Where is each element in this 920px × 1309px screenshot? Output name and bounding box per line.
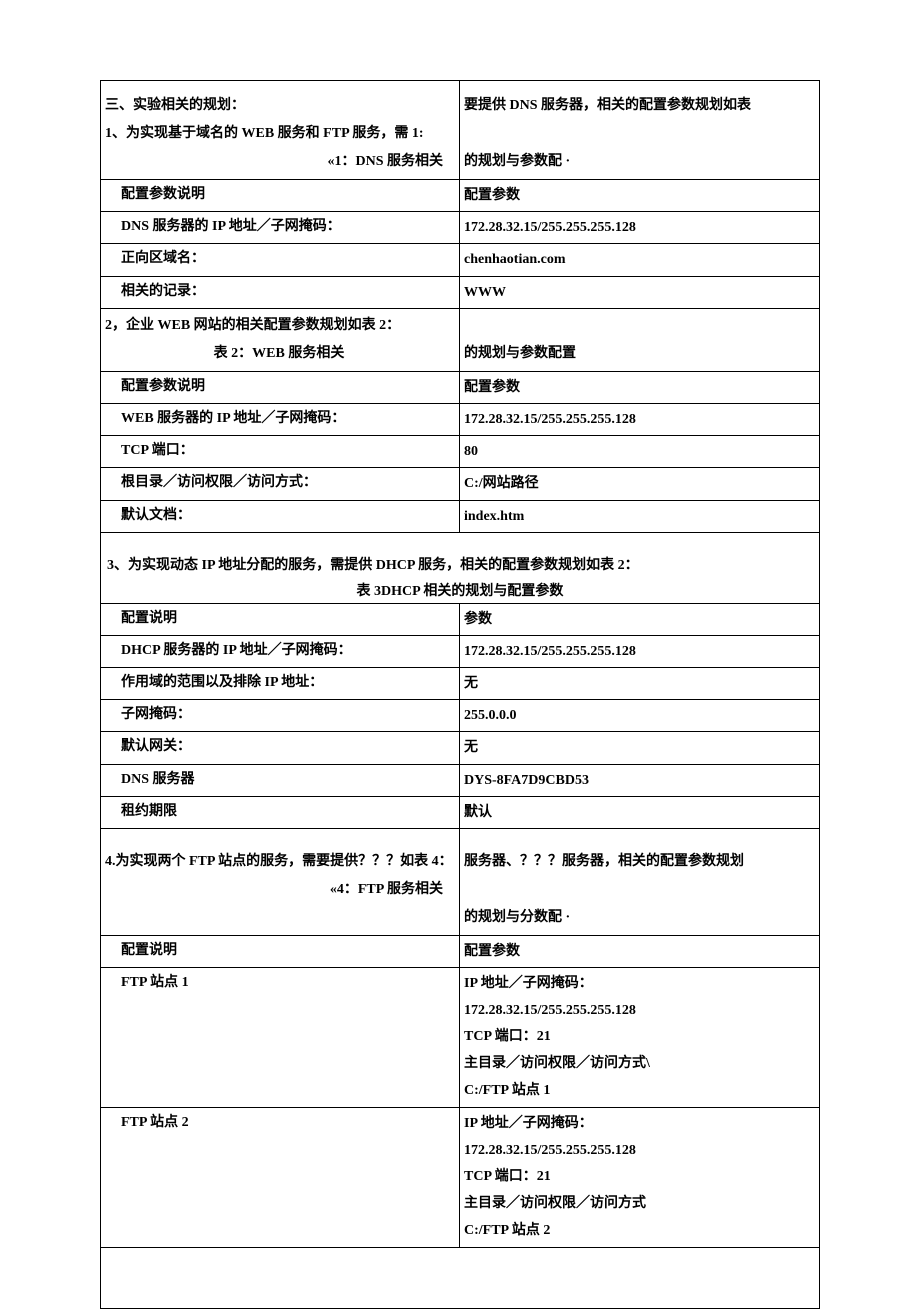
table3-head: 配置说明 参数 (101, 603, 819, 635)
table2-r3c1: index.htm (460, 501, 819, 532)
section3-header-row: 三、实验相关的规划： 1、为实现基于域名的 WEB 服务和 FTP 服务，需 1… (101, 80, 819, 179)
table1-r1c1: chenhaotian.com (460, 244, 819, 275)
t2-intro: 2，企业 WEB 网站的相关配置参数规划如表 2： (105, 318, 400, 333)
table4-r2-right: IP 地址／子网掩码： 172.28.32.15/255.255.255.128… (460, 1108, 819, 1247)
section-t2-intro: 2，企业 WEB 网站的相关配置参数规划如表 2： 表 2：WEB 服务相关 的… (101, 308, 819, 371)
t4-caption-right: 的规划与分数配 · (464, 904, 813, 932)
t3-intro: 3、为实现动态 IP 地址分配的服务，需提供 DHCP 服务，相关的配置参数规划… (107, 552, 813, 580)
table4-row1: FTP 站点 1 IP 地址／子网掩码： 172.28.32.15/255.25… (101, 967, 819, 1107)
table2-r3c0: 默认文档： (101, 501, 460, 532)
t4r1l0: IP 地址／子网掩码： (464, 976, 593, 991)
table3-r1c1: 无 (460, 668, 819, 699)
table2-row2: 根目录／访问权限／访问方式： C:/网站路径 (101, 467, 819, 499)
table3-r1c0: 作用域的范围以及排除 IP 地址： (101, 668, 460, 699)
table2-col0: 配置参数说明 (101, 372, 460, 403)
table1-col0: 配置参数说明 (101, 180, 460, 211)
table3-r4c1: DYS-8FA7D9CBD53 (460, 765, 819, 796)
table4-col0: 配置说明 (101, 936, 460, 967)
bottom-spacer (101, 1247, 819, 1308)
section-t3-intro: 3、为实现动态 IP 地址分配的服务，需提供 DHCP 服务，相关的配置参数规划… (101, 532, 819, 603)
table3-row0: DHCP 服务器的 IP 地址／子网掩码： 172.28.32.15/255.2… (101, 635, 819, 667)
t4r1l1: 172.28.32.15/255.255.255.128 (464, 1003, 636, 1018)
table3-row1: 作用域的范围以及排除 IP 地址： 无 (101, 667, 819, 699)
table3-r3c0: 默认网关： (101, 732, 460, 763)
t4-caption-left: «4：FTP 服务相关 (105, 876, 453, 904)
section3-right: 要提供 DNS 服务器，相关的配置参数规划如表 的规划与参数配 · (460, 81, 819, 179)
table3-row4: DNS 服务器 DYS-8FA7D9CBD53 (101, 764, 819, 796)
document-page: 三、实验相关的规划： 1、为实现基于域名的 WEB 服务和 FTP 服务，需 1… (0, 0, 920, 1309)
t4r1l3: 主目录／访问权限／访问方式\ (464, 1056, 650, 1071)
table2-r0c0: WEB 服务器的 IP 地址／子网掩码： (101, 404, 460, 435)
table3-r0c0: DHCP 服务器的 IP 地址／子网掩码： (101, 636, 460, 667)
section3-sub1-right: 要提供 DNS 服务器，相关的配置参数规划如表 (464, 98, 751, 113)
t4r1l2: TCP 端口：21 (464, 1029, 551, 1044)
table1-r0c0: DNS 服务器的 IP 地址／子网掩码： (101, 212, 460, 243)
table1-r2c1: WWW (460, 277, 819, 308)
table1-r2c0: 相关的记录： (101, 277, 460, 308)
table4-col1: 配置参数 (460, 936, 819, 967)
table1-row0: DNS 服务器的 IP 地址／子网掩码： 172.28.32.15/255.25… (101, 211, 819, 243)
section3-sub1-left: 1、为实现基于域名的 WEB 服务和 FTP 服务，需 1: (105, 126, 424, 141)
section-t4-intro: 4.为实现两个 FTP 站点的服务，需要提供？？？如表 4： «4：FTP 服务… (101, 828, 819, 935)
table2-r2c0: 根目录／访问权限／访问方式： (101, 468, 460, 499)
t2-intro-left: 2，企业 WEB 网站的相关配置参数规划如表 2： 表 2：WEB 服务相关 (101, 309, 460, 371)
t4r2l3: 主目录／访问权限／访问方式 (464, 1196, 646, 1211)
t4r2l2: TCP 端口：21 (464, 1169, 551, 1184)
main-container: 三、实验相关的规划： 1、为实现基于域名的 WEB 服务和 FTP 服务，需 1… (100, 80, 820, 1309)
table1-row1: 正向区域名： chenhaotian.com (101, 243, 819, 275)
section3-title: 三、实验相关的规划： (105, 98, 245, 113)
table2-head: 配置参数说明 配置参数 (101, 371, 819, 403)
table4-row2: FTP 站点 2 IP 地址／子网掩码： 172.28.32.15/255.25… (101, 1107, 819, 1247)
table2-row3: 默认文档： index.htm (101, 500, 819, 532)
table3-r2c0: 子网掩码： (101, 700, 460, 731)
table1-col1: 配置参数 (460, 180, 819, 211)
table2-row0: WEB 服务器的 IP 地址／子网掩码： 172.28.32.15/255.25… (101, 403, 819, 435)
section3-left: 三、实验相关的规划： 1、为实现基于域名的 WEB 服务和 FTP 服务，需 1… (101, 81, 460, 179)
t2-caption-left: 表 2：WEB 服务相关 (105, 340, 453, 368)
t2-intro-right: 的规划与参数配置 (460, 309, 819, 371)
t4-intro-right-cell: 服务器、？？？服务器，相关的配置参数规划 的规划与分数配 · (460, 829, 819, 935)
table2-r2c1: C:/网站路径 (460, 468, 819, 499)
t4r2l1: 172.28.32.15/255.255.255.128 (464, 1143, 636, 1158)
table3-row3: 默认网关： 无 (101, 731, 819, 763)
table3-r4c0: DNS 服务器 (101, 765, 460, 796)
table1-r1c0: 正向区域名： (101, 244, 460, 275)
t4r1l4: C:/FTP 站点 1 (464, 1083, 550, 1098)
table3-col0: 配置说明 (101, 604, 460, 635)
table1-head: 配置参数说明 配置参数 (101, 179, 819, 211)
table2-r1c1: 80 (460, 436, 819, 467)
table3-r5c0: 租约期限 (101, 797, 460, 828)
table2-r1c0: TCP 端口： (101, 436, 460, 467)
t4r2l0: IP 地址／子网掩码： (464, 1116, 593, 1131)
table3-r3c1: 无 (460, 732, 819, 763)
t4-intro-right: 服务器、？？？服务器，相关的配置参数规划 (464, 854, 744, 869)
table3-r5c1: 默认 (460, 797, 819, 828)
table3-row5: 租约期限 默认 (101, 796, 819, 828)
table4-r1-left: FTP 站点 1 (101, 968, 460, 1107)
table4-head: 配置说明 配置参数 (101, 935, 819, 967)
t2-caption-right: 的规划与参数配置 (464, 340, 576, 368)
table3-r2c1: 255.0.0.0 (460, 700, 819, 731)
table2-r0c1: 172.28.32.15/255.255.255.128 (460, 404, 819, 435)
table1-caption-right: 的规划与参数配 · (464, 148, 813, 176)
t4-intro-left: 4.为实现两个 FTP 站点的服务，需要提供？？？如表 4： (105, 854, 453, 869)
table3-row2: 子网掩码： 255.0.0.0 (101, 699, 819, 731)
table1-caption-left: «1：DNS 服务相关 (105, 148, 453, 176)
t3-intro-cell: 3、为实现动态 IP 地址分配的服务，需提供 DHCP 服务，相关的配置参数规划… (101, 533, 819, 603)
table2-row1: TCP 端口： 80 (101, 435, 819, 467)
table4-r2-left: FTP 站点 2 (101, 1108, 460, 1247)
t4-intro-left-cell: 4.为实现两个 FTP 站点的服务，需要提供？？？如表 4： «4：FTP 服务… (101, 829, 460, 935)
table1-r0c1: 172.28.32.15/255.255.255.128 (460, 212, 819, 243)
table2-col1: 配置参数 (460, 372, 819, 403)
t4r2l4: C:/FTP 站点 2 (464, 1223, 550, 1238)
table4-r1-right: IP 地址／子网掩码： 172.28.32.15/255.255.255.128… (460, 968, 819, 1107)
table3-r0c1: 172.28.32.15/255.255.255.128 (460, 636, 819, 667)
table3-col1: 参数 (460, 604, 819, 635)
t3-caption: 表 3DHCP 相关的规划与配置参数 (107, 580, 813, 600)
table1-row2: 相关的记录： WWW (101, 276, 819, 308)
